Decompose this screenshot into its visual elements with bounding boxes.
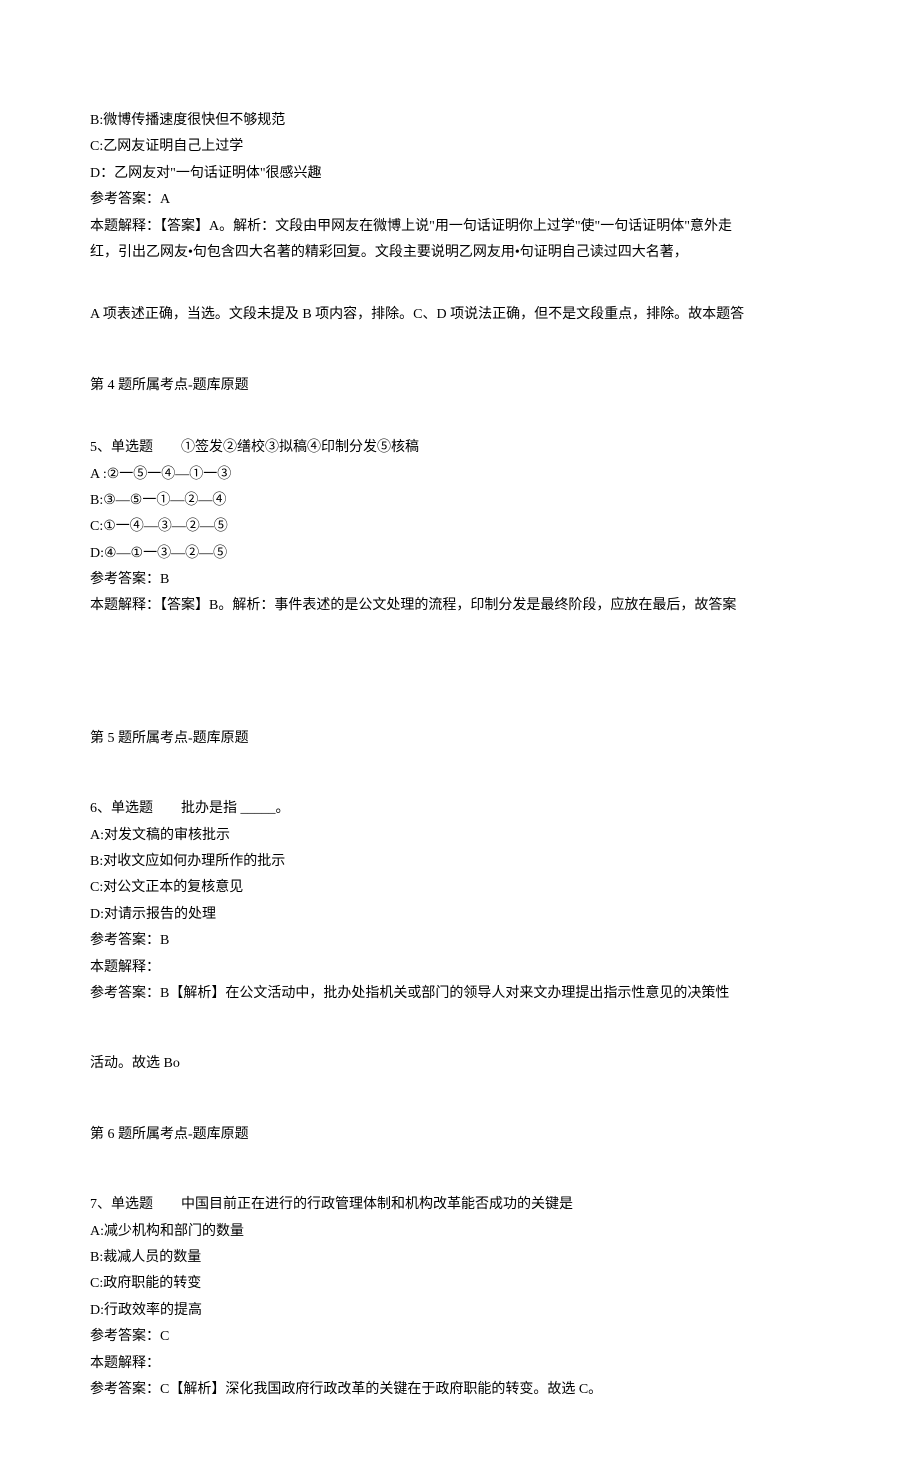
q5-stem: 5、单选题 ①签发②缮校③拟稿④印制分发⑤核稿 [90,437,830,459]
q5-option-a: A :②一⑤一④—①一③ [90,464,830,486]
q6-option-b: B:对收文应如何办理所作的批示 [90,851,830,873]
q4-option-b: B:微博传播速度很快但不够规范 [90,110,830,132]
q6-topic: 第 6 题所属考点-题库原题 [90,1124,830,1146]
q7-option-d: D:行政效率的提高 [90,1300,830,1322]
q6-option-d: D:对请示报告的处理 [90,904,830,926]
q7-explain-1: 本题解释： [90,1353,830,1375]
q5-option-b: B:③—⑤一①—②—④ [90,490,830,512]
q4-answer: 参考答案：A [90,189,830,211]
q6-explain-2: 参考答案：B【解析】在公文活动中，批办处指机关或部门的领导人对来文办理提出指示性… [90,983,830,1005]
q7-stem: 7、单选题 中国目前正在进行的行政管理体制和机构改革能否成功的关键是 [90,1194,830,1216]
q5-option-c: C:①一④—③—②—⑤ [90,516,830,538]
q5-option-d: D:④—①一③—②—⑤ [90,543,830,565]
q7-option-b: B:裁减人员的数量 [90,1247,830,1269]
q6-stem: 6、单选题 批办是指 _____。 [90,798,830,820]
q7-answer: 参考答案：C [90,1326,830,1348]
q7-explain-2: 参考答案：C【解析】深化我国政府行政改革的关键在于政府职能的转变。故选 C。 [90,1379,830,1401]
q5-topic: 第 5 题所属考点-题库原题 [90,728,830,750]
q7-option-c: C:政府职能的转变 [90,1273,830,1295]
q4-topic: 第 4 题所属考点-题库原题 [90,375,830,397]
q7-option-a: A:减少机构和部门的数量 [90,1221,830,1243]
q4-option-c: C:乙网友证明自己上过学 [90,136,830,158]
q6-option-a: A:对发文稿的审核批示 [90,825,830,847]
q6-explain-3: 活动。故选 Bo [90,1053,830,1075]
q4-explain-1: 本题解释：【答案】A。解析：文段由甲网友在微博上说"用一句话证明你上过学"使"一… [90,216,830,238]
q4-explain-3: A 项表述正确，当选。文段未提及 B 项内容，排除。C、D 项说法正确，但不是文… [90,304,830,326]
q5-answer: 参考答案：B [90,569,830,591]
q4-explain-2: 红，引出乙网友•句包含四大名著的精彩回复。文段主要说明乙网友用•句证明自己读过四… [90,242,830,264]
q6-explain-1: 本题解释： [90,957,830,979]
q6-option-c: C:对公文正本的复核意见 [90,877,830,899]
q4-option-d: D：乙网友对"一句话证明体"很感兴趣 [90,163,830,185]
q5-explain: 本题解释：【答案】B。解析：事件表述的是公文处理的流程，印制分发是最终阶段，应放… [90,595,830,617]
q6-answer: 参考答案：B [90,930,830,952]
